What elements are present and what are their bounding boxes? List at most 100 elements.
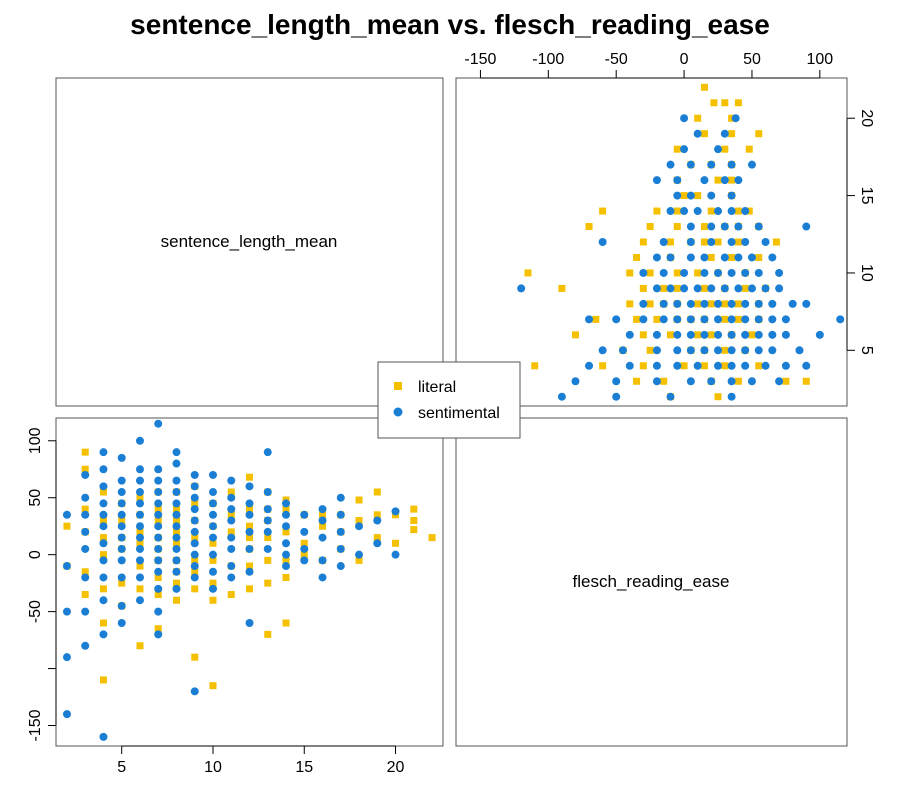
point-sentimental — [788, 299, 797, 308]
point-sentimental — [190, 527, 199, 536]
point-literal — [172, 505, 180, 513]
point-sentimental — [282, 522, 291, 531]
point-literal — [154, 517, 162, 524]
point-sentimental — [571, 377, 580, 386]
point-literal — [700, 83, 708, 91]
point-literal — [782, 377, 790, 385]
point-sentimental — [117, 453, 126, 462]
point-literal — [81, 505, 89, 513]
point-literal — [373, 488, 381, 496]
point-literal — [99, 585, 107, 593]
panel-bottom-right — [455, 417, 848, 747]
point-literal — [592, 315, 600, 323]
point-sentimental — [673, 330, 682, 339]
point-literal — [118, 579, 126, 587]
point-literal — [755, 362, 763, 370]
point-sentimental — [741, 346, 750, 355]
point-sentimental — [172, 488, 181, 497]
point-literal — [81, 465, 89, 473]
point-sentimental — [659, 299, 668, 308]
point-sentimental — [720, 176, 729, 185]
point-sentimental — [263, 516, 272, 525]
point-sentimental — [172, 556, 181, 565]
point-literal — [694, 300, 702, 308]
point-literal — [667, 331, 675, 339]
point-literal — [154, 591, 162, 599]
point-sentimental — [99, 522, 108, 531]
point-sentimental — [245, 482, 254, 491]
tick-label: 10 — [858, 264, 875, 282]
point-sentimental — [81, 641, 90, 650]
point-literal — [373, 511, 381, 519]
point-sentimental — [720, 284, 729, 293]
point-literal — [282, 505, 290, 513]
legend-label-sentimental: sentimental — [418, 405, 500, 422]
point-sentimental — [700, 253, 709, 262]
point-sentimental — [734, 253, 743, 262]
point-sentimental — [154, 419, 163, 428]
legend-box — [377, 361, 521, 439]
point-sentimental — [707, 160, 716, 169]
tick-label: -150 — [27, 709, 44, 741]
point-sentimental — [585, 361, 594, 370]
point-sentimental — [618, 346, 627, 355]
point-sentimental — [99, 732, 108, 741]
point-literal — [721, 362, 729, 370]
point-literal — [660, 377, 668, 385]
point-sentimental — [768, 315, 777, 324]
point-literal — [673, 223, 681, 231]
point-sentimental — [99, 465, 108, 474]
point-literal — [246, 505, 253, 513]
point-sentimental — [227, 573, 236, 582]
point-literal — [700, 223, 708, 231]
point-literal — [700, 130, 708, 138]
point-sentimental — [714, 346, 723, 355]
point-literal — [707, 331, 715, 339]
point-sentimental — [282, 550, 291, 559]
point-sentimental — [154, 584, 163, 593]
point-literal — [282, 573, 290, 581]
point-sentimental — [172, 476, 181, 485]
point-literal — [755, 130, 763, 138]
tick-label: -50 — [27, 600, 44, 623]
point-sentimental — [727, 238, 736, 246]
point-literal — [531, 362, 539, 370]
point-literal — [428, 534, 436, 542]
axis-left-flesch: -150 -50 0 50 100 — [27, 427, 57, 742]
point-sentimental — [154, 499, 163, 508]
point-sentimental — [263, 488, 272, 497]
point-literal — [63, 522, 71, 530]
point-literal — [734, 99, 742, 107]
point-sentimental — [99, 510, 108, 519]
point-sentimental — [775, 284, 784, 293]
tick-label: 20 — [387, 759, 405, 776]
point-sentimental — [208, 550, 217, 559]
point-sentimental — [727, 377, 736, 386]
point-literal — [585, 223, 593, 231]
point-sentimental — [720, 253, 729, 262]
point-sentimental — [263, 505, 272, 514]
point-sentimental — [172, 584, 181, 593]
point-sentimental — [81, 493, 90, 502]
point-sentimental — [99, 499, 108, 508]
point-sentimental — [639, 315, 648, 324]
point-literal — [136, 539, 144, 547]
point-literal — [136, 642, 144, 650]
point-sentimental — [62, 510, 71, 519]
point-sentimental — [781, 361, 790, 370]
point-sentimental — [263, 544, 272, 553]
point-sentimental — [81, 544, 90, 553]
point-literal — [154, 625, 162, 633]
point-sentimental — [639, 268, 648, 277]
point-literal — [99, 517, 107, 524]
point-literal — [721, 346, 729, 354]
point-sentimental — [318, 573, 327, 582]
point-sentimental — [190, 573, 199, 582]
point-literal — [209, 682, 217, 690]
point-literal — [282, 619, 290, 627]
point-literal — [707, 253, 715, 261]
point-sentimental — [300, 544, 309, 553]
point-sentimental — [707, 191, 716, 200]
point-literal — [172, 517, 180, 524]
legend: literal sentimental — [377, 361, 521, 439]
